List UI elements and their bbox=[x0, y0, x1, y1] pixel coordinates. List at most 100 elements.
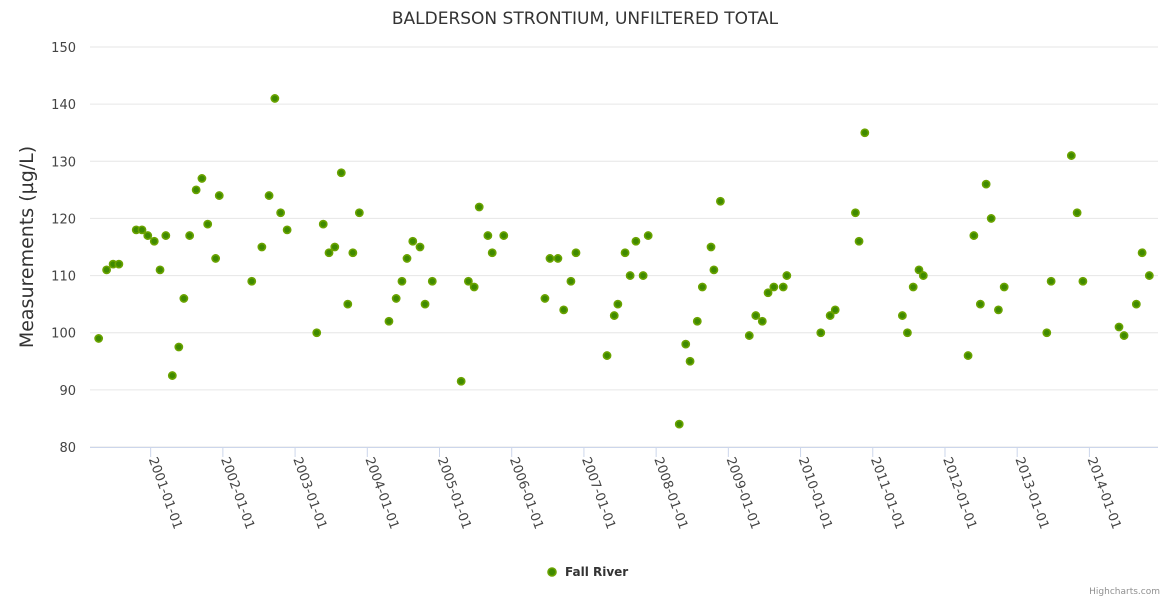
data-point[interactable] bbox=[903, 328, 912, 338]
data-point[interactable] bbox=[179, 294, 189, 303]
data-point[interactable] bbox=[1072, 208, 1082, 218]
legend-item-fall-river[interactable]: Fall River bbox=[547, 565, 628, 579]
data-point[interactable] bbox=[830, 305, 840, 315]
data-point[interactable] bbox=[137, 225, 147, 235]
data-point[interactable] bbox=[625, 271, 635, 280]
data-point[interactable] bbox=[553, 254, 563, 263]
data-point[interactable] bbox=[276, 208, 286, 218]
data-point[interactable] bbox=[825, 311, 835, 320]
data-point[interactable] bbox=[415, 242, 425, 252]
data-point[interactable] bbox=[716, 196, 725, 206]
data-point[interactable] bbox=[318, 219, 328, 229]
data-point[interactable] bbox=[620, 248, 630, 258]
data-point[interactable] bbox=[851, 208, 860, 218]
data-point[interactable] bbox=[312, 328, 322, 338]
data-point[interactable] bbox=[638, 271, 648, 280]
data-point[interactable] bbox=[143, 231, 153, 240]
data-point[interactable] bbox=[1137, 248, 1147, 258]
data-point[interactable] bbox=[420, 299, 430, 309]
data-point[interactable] bbox=[769, 282, 779, 292]
data-point[interactable] bbox=[499, 231, 509, 240]
data-point[interactable] bbox=[270, 94, 280, 103]
data-point[interactable] bbox=[114, 259, 124, 269]
data-point[interactable] bbox=[1114, 322, 1124, 332]
data-point[interactable] bbox=[324, 248, 334, 258]
data-point[interactable] bbox=[751, 311, 761, 320]
data-point[interactable] bbox=[257, 242, 267, 252]
data-point[interactable] bbox=[185, 231, 195, 240]
data-point[interactable] bbox=[706, 242, 716, 252]
data-point[interactable] bbox=[757, 316, 767, 326]
data-point[interactable] bbox=[571, 248, 581, 258]
data-point[interactable] bbox=[174, 342, 184, 352]
data-point[interactable] bbox=[348, 248, 358, 258]
data-point[interactable] bbox=[167, 371, 177, 380]
data-point[interactable] bbox=[397, 276, 407, 286]
data-point[interactable] bbox=[391, 294, 401, 303]
data-point[interactable] bbox=[816, 328, 826, 338]
data-point[interactable] bbox=[860, 128, 870, 138]
data-point[interactable] bbox=[487, 248, 497, 258]
data-point[interactable] bbox=[681, 339, 691, 349]
data-point[interactable] bbox=[474, 202, 484, 212]
data-point[interactable] bbox=[559, 305, 569, 315]
data-point[interactable] bbox=[692, 316, 702, 326]
data-point[interactable] bbox=[483, 231, 493, 240]
data-point[interactable] bbox=[709, 265, 719, 275]
data-point[interactable] bbox=[914, 265, 924, 275]
data-point[interactable] bbox=[330, 242, 340, 252]
data-point[interactable] bbox=[545, 254, 555, 263]
data-point[interactable] bbox=[674, 419, 684, 429]
data-point[interactable] bbox=[566, 276, 576, 286]
data-point[interactable] bbox=[1119, 331, 1129, 340]
data-point[interactable] bbox=[102, 265, 112, 275]
data-point[interactable] bbox=[1046, 276, 1056, 286]
data-point[interactable] bbox=[994, 305, 1003, 315]
data-point[interactable] bbox=[264, 191, 274, 200]
data-point[interactable] bbox=[1042, 328, 1052, 338]
data-point[interactable] bbox=[211, 254, 221, 263]
data-point[interactable] bbox=[763, 288, 773, 298]
data-point[interactable] bbox=[1078, 276, 1088, 286]
data-point[interactable] bbox=[918, 271, 928, 280]
data-point[interactable] bbox=[986, 214, 996, 223]
data-point[interactable] bbox=[214, 191, 224, 200]
data-point[interactable] bbox=[384, 316, 394, 326]
data-point[interactable] bbox=[854, 236, 864, 246]
data-point[interactable] bbox=[897, 311, 907, 320]
data-point[interactable] bbox=[343, 299, 353, 309]
data-point[interactable] bbox=[161, 231, 171, 240]
highcharts-credit-link[interactable]: Highcharts.com bbox=[1089, 587, 1160, 597]
data-point[interactable] bbox=[782, 271, 792, 280]
data-point[interactable] bbox=[613, 299, 623, 309]
data-point[interactable] bbox=[999, 282, 1009, 292]
data-point[interactable] bbox=[354, 208, 364, 218]
data-point[interactable] bbox=[643, 231, 653, 240]
data-point[interactable] bbox=[94, 334, 104, 343]
data-point[interactable] bbox=[963, 351, 973, 360]
data-point[interactable] bbox=[609, 311, 619, 320]
data-point[interactable] bbox=[191, 185, 201, 195]
data-point[interactable] bbox=[1131, 299, 1141, 309]
data-point[interactable] bbox=[1144, 271, 1154, 280]
data-point[interactable] bbox=[149, 236, 159, 246]
data-point[interactable] bbox=[697, 282, 707, 292]
data-point[interactable] bbox=[602, 351, 612, 360]
data-point[interactable] bbox=[969, 231, 979, 240]
data-point[interactable] bbox=[631, 236, 641, 246]
data-point[interactable] bbox=[155, 265, 165, 275]
data-point[interactable] bbox=[778, 282, 788, 292]
data-point[interactable] bbox=[247, 276, 257, 286]
data-point[interactable] bbox=[975, 299, 985, 309]
data-point[interactable] bbox=[469, 282, 479, 292]
data-point[interactable] bbox=[427, 276, 437, 286]
data-point[interactable] bbox=[282, 225, 292, 235]
data-point[interactable] bbox=[197, 174, 207, 183]
data-point[interactable] bbox=[744, 331, 754, 340]
data-point[interactable] bbox=[908, 282, 918, 292]
data-point[interactable] bbox=[456, 376, 466, 386]
data-point[interactable] bbox=[203, 219, 213, 229]
data-point[interactable] bbox=[336, 168, 346, 178]
data-point[interactable] bbox=[1066, 151, 1076, 160]
data-point[interactable] bbox=[463, 276, 473, 286]
